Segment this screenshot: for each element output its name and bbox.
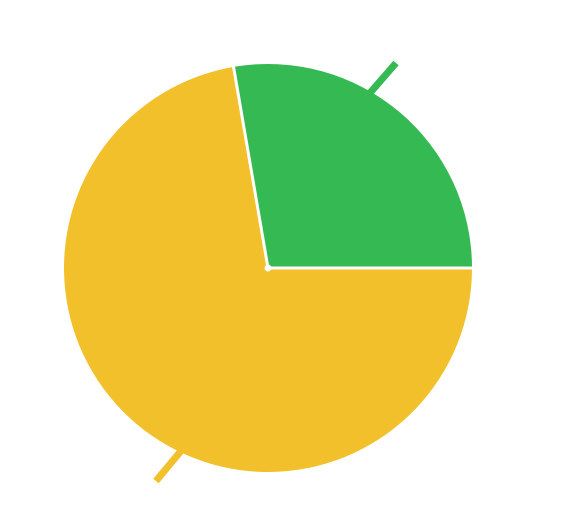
slice-separators [231,65,473,272]
slice-separator-2 [231,65,270,269]
pie-slice-1 [233,64,472,268]
center-dot [264,264,272,272]
